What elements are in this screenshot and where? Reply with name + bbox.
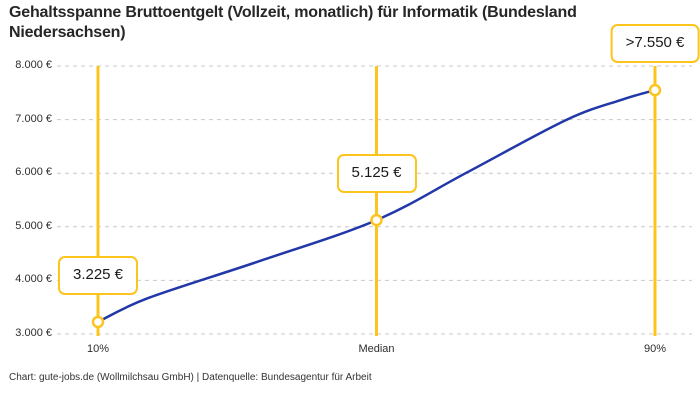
- x-axis-tick-label: 90%: [643, 343, 667, 355]
- salary-curve: [96, 88, 657, 324]
- value-label-90th-percentile: >7.550 €: [610, 24, 700, 64]
- x-axis-tick-label: Median: [358, 343, 395, 355]
- chart-title: Gehaltsspanne Bruttoentgelt (Vollzeit, m…: [9, 4, 577, 41]
- chart-source-credit: Chart: gute-jobs.de (Wollmilchsau GmbH) …: [9, 372, 372, 383]
- x-axis-tick-label: 10%: [86, 343, 110, 355]
- y-axis-tick-label: 5.000 €: [15, 219, 52, 232]
- y-axis-tick-label: 8.000 €: [15, 59, 52, 71]
- value-label-10th-percentile: 3.225 €: [57, 255, 139, 295]
- value-label-median: 5.125 €: [336, 154, 417, 194]
- data-point-marker: [91, 315, 105, 329]
- y-axis-tick-label: 3.000 €: [15, 327, 52, 339]
- data-point-marker: [648, 83, 662, 97]
- y-axis-tick-label: 7.000 €: [15, 112, 52, 125]
- data-point-marker: [370, 213, 383, 227]
- y-axis-tick-label: 6.000 €: [15, 166, 52, 179]
- y-axis-tick-label: 4.000 €: [15, 273, 52, 286]
